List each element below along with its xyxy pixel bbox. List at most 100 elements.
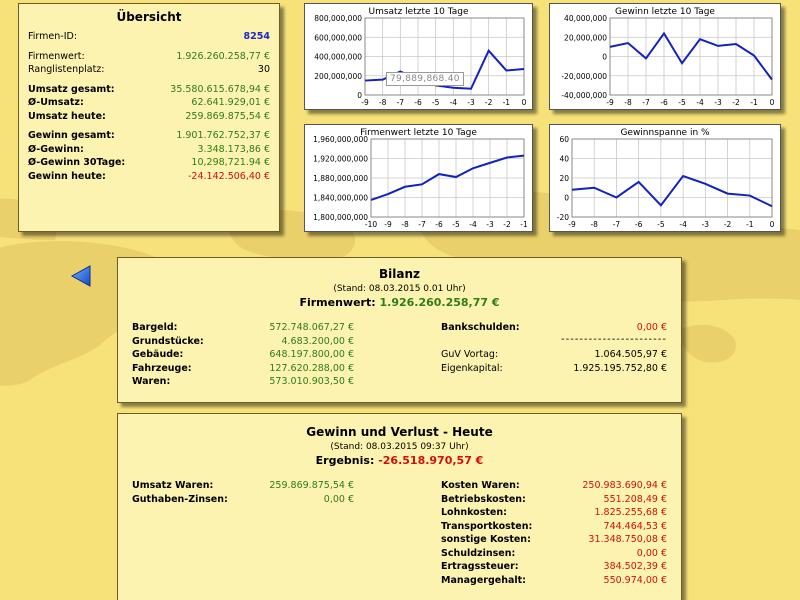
profit-today-value: -24.142.506,40 € <box>188 170 270 182</box>
chart-title: Gewinnspanne in % <box>620 128 710 138</box>
x-tick-label: -2 <box>485 98 493 107</box>
x-tick-label: -1 <box>746 220 754 229</box>
balance-title: Bilanz <box>379 267 420 281</box>
row-revenue-today: Umsatz heute: 259.869.875,54 € <box>28 110 270 124</box>
x-tick-label: 0 <box>770 220 775 229</box>
x-tick-label: -6 <box>414 98 422 107</box>
revenue-chart[interactable]: Umsatz letzte 10 Tage 0 200,000,000 400,000… <box>304 3 533 110</box>
x-tick-label: -9 <box>606 98 614 107</box>
x-tick-label: -9 <box>384 220 392 229</box>
expense-value: 384.502,39 € <box>603 561 667 572</box>
expense-row: sonstige Kosten: 31.348.750,08 € <box>441 533 667 547</box>
balance-sheet-panel: Bilanz (Stand: 08.03.2015 0.01 Uhr) Firm… <box>117 257 682 403</box>
expense-value: 550.974,00 € <box>603 574 667 586</box>
expense-label: Betriebskosten: <box>441 493 526 505</box>
x-tick-label: -6 <box>435 220 443 229</box>
asset-row: Bargeld: 572.748.067,27 € <box>132 321 354 335</box>
income-value: 259.869.875,54 € <box>269 480 354 491</box>
company-value-chart[interactable]: Firmenwert letzte 10 Tage 1,800,000,000 1,… <box>304 124 533 232</box>
liability-label: GuV Vortag: <box>441 349 499 360</box>
profit-chart[interactable]: Gewinn letzte 10 Tage -40,000,000 -20,000,… <box>549 3 781 110</box>
revenue-avg-value: 62.641.929,01 € <box>191 97 270 108</box>
plot-frame <box>364 17 525 96</box>
expense-label: Schuldzinsen: <box>441 547 516 559</box>
y-tick-label: -40,000,000 <box>561 91 607 100</box>
y-tick-label: 0 <box>564 194 569 203</box>
income-label: Guthaben-Zinsen: <box>132 493 228 505</box>
liability-value: 1.925.195.752,80 € <box>573 362 667 374</box>
asset-row: Fahrzeuge: 127.620.288,00 € <box>132 362 354 376</box>
x-tick-label: -1 <box>503 98 511 107</box>
asset-value: 4.683.200,00 € <box>281 335 354 347</box>
pl-result-label: Ergebnis: <box>315 454 375 467</box>
revenue-today-value: 259.869.875,54 € <box>185 110 270 122</box>
liability-value: 0,00 € <box>636 322 667 333</box>
x-tick-label: -2 <box>732 98 740 107</box>
profit-loss-panel: Gewinn und Verlust - Heute (Stand: 08.03… <box>117 413 682 600</box>
y-tick-label: 40 <box>559 155 569 164</box>
x-tick-label: -8 <box>379 98 387 107</box>
x-tick-label: -5 <box>452 220 460 229</box>
y-tick-label: -20,000,000 <box>561 72 607 81</box>
x-tick-label: -3 <box>702 220 710 229</box>
asset-label: Waren: <box>132 376 171 387</box>
profit-total-value: 1.901.762.752,37 € <box>176 130 270 141</box>
expense-label: Transportkosten: <box>441 520 533 532</box>
pl-timestamp: (Stand: 08.03.2015 09:37 Uhr) <box>330 442 469 452</box>
company-value-label: Firmenwert: <box>28 50 85 62</box>
expense-row: Kosten Waren: 250.983.690,94 € <box>441 479 667 493</box>
y-tick-label: 1,920,000,000 <box>313 155 368 164</box>
row-revenue-total: Umsatz gesamt: 35.580.615.678,94 € <box>28 83 270 97</box>
y-tick-label: 20 <box>559 174 569 183</box>
expense-value: 1.825.255,68 € <box>594 507 667 518</box>
x-tick-label: -5 <box>657 220 665 229</box>
y-tick-label: 1,840,000,000 <box>313 194 368 203</box>
x-tick-label: -4 <box>696 98 704 107</box>
back-arrow-icon[interactable] <box>70 264 92 288</box>
liability-label: Bankschulden: <box>441 322 520 333</box>
profit-margin-chart[interactable]: Gewinnspanne in % -20 0 20 40 60 -9 -8 -7 -6 -5 -4-… <box>549 124 781 232</box>
row-ranking: Ranglistenplatz: 30 <box>28 63 270 77</box>
y-tick-label: 200,000,000 <box>314 72 362 81</box>
income-label: Umsatz Waren: <box>132 480 214 491</box>
x-tick-label: -1 <box>520 220 528 229</box>
y-tick-label: 800,000,000 <box>314 14 362 23</box>
x-tick-label: 0 <box>522 98 527 107</box>
expense-value: 31.348.750,08 € <box>588 534 667 545</box>
x-tick-label: -3 <box>714 98 722 107</box>
expense-row: Transportkosten: 744.464,53 € <box>441 520 667 534</box>
expense-row: Managergehalt: 550.974,00 € <box>441 574 667 588</box>
separator-line: ----------------------- <box>561 333 667 345</box>
x-tick-label: -7 <box>613 220 621 229</box>
x-tick-label: -3 <box>486 220 494 229</box>
profit-avg-label: Ø-Gewinn: <box>28 143 84 155</box>
balance-result-value: 1.926.260.258,77 € <box>379 296 500 309</box>
balance-timestamp: (Stand: 08.03.2015 0.01 Uhr) <box>333 284 466 294</box>
company-id-label: Firmen-ID: <box>28 31 78 42</box>
expense-value: 744.464,53 € <box>603 520 667 532</box>
x-tick-label: -8 <box>624 98 632 107</box>
y-tick-label: 40,000,000 <box>564 14 607 23</box>
asset-label: Gebäude: <box>132 349 184 360</box>
expense-label: sonstige Kosten: <box>441 534 531 545</box>
asset-label: Grundstücke: <box>132 335 204 347</box>
expense-row: Lohnkosten: 1.825.255,68 € <box>441 506 667 520</box>
expenses-column: Kosten Waren: 250.983.690,94 € Betriebsko… <box>441 479 667 587</box>
pl-title: Gewinn und Verlust - Heute <box>306 425 493 439</box>
profit-avg-value: 3.348.173,86 € <box>197 143 270 155</box>
x-tick-label: -8 <box>401 220 409 229</box>
profit-total-label: Gewinn gesamt: <box>28 130 115 141</box>
profit-avg-30-label: Ø-Gewinn 30Tage: <box>28 157 126 168</box>
y-tick-label: 0 <box>357 91 362 100</box>
asset-value: 572.748.067,27 € <box>269 322 354 333</box>
asset-value: 648.197.800,00 € <box>269 349 354 360</box>
y-tick-label: 1,800,000,000 <box>313 213 368 222</box>
company-id-value: 8254 <box>243 31 270 42</box>
expense-value: 250.983.690,94 € <box>582 480 667 491</box>
expense-label: Managergehalt: <box>441 574 526 586</box>
revenue-avg-label: Ø-Umsatz: <box>28 97 84 108</box>
asset-row: Gebäude: 648.197.800,00 € <box>132 348 354 362</box>
row-profit-avg: Ø-Gewinn: 3.348.173,86 € <box>28 143 270 157</box>
y-tick-label: 600,000,000 <box>314 33 362 42</box>
series-line <box>370 154 525 201</box>
